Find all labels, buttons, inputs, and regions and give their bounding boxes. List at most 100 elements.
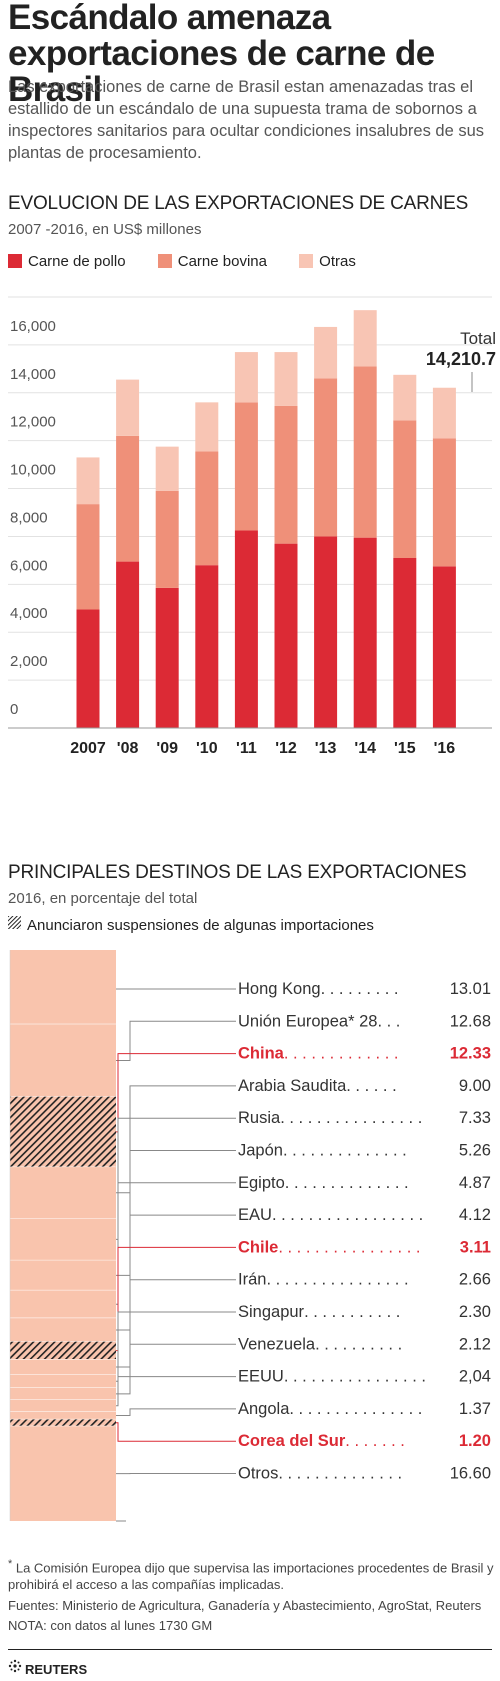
destination-name: Chile — [238, 1238, 278, 1256]
bar-bovina — [314, 378, 338, 537]
bar-otras — [393, 374, 417, 421]
destination-segment — [10, 1024, 116, 1097]
destination-name: Corea del Sur — [238, 1432, 346, 1450]
bar-pollo — [432, 566, 456, 728]
destination-name: Irán — [238, 1271, 266, 1289]
destination-dots: . . . . . . . . . . . . . . . . — [284, 1368, 426, 1386]
bar-otras — [234, 352, 258, 403]
destination-value: 1.20 — [459, 1432, 491, 1450]
exports-legend: Carne de pollo Carne bovina Otras — [8, 252, 384, 270]
destination-name: EEUU — [238, 1368, 284, 1386]
y-tick-label: 0 — [10, 701, 18, 718]
destination-name: EAU — [238, 1206, 272, 1224]
destination-value: 7.33 — [459, 1109, 491, 1127]
x-tick-label: '15 — [394, 740, 416, 757]
bar-bovina — [432, 438, 456, 567]
destination-segment — [10, 1218, 116, 1261]
bar-bovina — [234, 402, 258, 531]
destination-segment — [10, 1359, 116, 1375]
destination-value: 12.33 — [450, 1045, 491, 1063]
destinations-chart: Hong Kong . . . . . . . . . 13.01 Unión Eu… — [9, 950, 491, 1522]
destination-segment — [10, 1260, 116, 1291]
footnote-text: La Comisión Europea dijo que supervisa l… — [8, 1560, 494, 1593]
bar-otras — [274, 352, 298, 406]
x-tick-label: '16 — [434, 740, 456, 757]
destination-dots: . . . . . . . . . — [321, 980, 399, 998]
bar-bovina — [195, 451, 219, 566]
leader-line — [116, 1150, 236, 1276]
bar-otras — [314, 326, 338, 379]
destination-segment — [10, 1399, 116, 1412]
y-tick-label: 6,000 — [10, 557, 48, 574]
legend-swatch-bovina — [157, 254, 172, 269]
bar-bovina — [393, 420, 417, 558]
bar-pollo — [195, 565, 219, 728]
destination-value: 3.11 — [460, 1238, 491, 1256]
x-tick-label: '08 — [117, 740, 139, 757]
destination-name: Rusia — [238, 1109, 281, 1127]
destination-segment — [10, 1341, 116, 1360]
section2-subtitle: 2016, en porcentaje del total — [8, 890, 198, 907]
destination-value: 13.01 — [450, 980, 491, 998]
y-tick-label: 12,000 — [10, 414, 56, 431]
intro-text: Las exportaciones de carne de Brasil est… — [8, 78, 485, 162]
y-tick-label: 10,000 — [10, 462, 56, 479]
bar-bovina — [274, 405, 298, 544]
bar-otras — [76, 457, 100, 505]
legend-swatch-pollo — [8, 254, 22, 269]
section1-title: EVOLUCION DE LAS EXPORTACIONES DE CARNES — [8, 193, 469, 214]
bar-bovina — [116, 435, 140, 562]
bar-pollo — [314, 536, 338, 728]
suspension-legend: Anunciaron suspensiones de algunas impor… — [8, 916, 374, 934]
bar-pollo — [234, 530, 258, 728]
destination-dots: . . . . . . . . . . . . . . — [278, 1465, 402, 1483]
destination-dots: . . . . . . . . . . . . . . . . — [266, 1271, 408, 1289]
bar-bovina — [76, 504, 100, 610]
leader-line — [116, 1182, 236, 1305]
destination-name: Singapur — [238, 1303, 305, 1321]
reuters-brand: REUTERS — [25, 1662, 88, 1678]
leader-line — [116, 1422, 236, 1442]
x-tick-label: '09 — [156, 740, 178, 757]
destination-value: 4.87 — [459, 1174, 491, 1192]
destination-dots: . . . . . . . . . . . . . . . . . — [272, 1206, 423, 1224]
footnote: * La Comisión Europea dijo que supervisa… — [8, 1556, 496, 1593]
destination-name: Arabia Saudita — [238, 1077, 347, 1095]
destination-value: 16.60 — [450, 1465, 491, 1483]
y-tick-label: 16,000 — [10, 318, 56, 335]
destination-name: Angola — [238, 1400, 290, 1418]
x-tick-label: '11 — [236, 740, 257, 757]
legend-swatch-otras — [299, 254, 314, 269]
destination-value: 12.68 — [450, 1012, 491, 1030]
destination-segment — [10, 1318, 116, 1342]
destination-dots: . . . . . . . . . . . . . . . . — [278, 1238, 420, 1256]
destination-dots: . . . . . . . . . . — [315, 1335, 402, 1353]
reuters-logo: REUTERS — [8, 1659, 87, 1677]
destination-name: Japón — [238, 1142, 283, 1160]
destination-name: Otros — [238, 1465, 278, 1483]
destination-segment — [10, 1290, 116, 1319]
section1-subtitle: 2007 -2016, en US$ millones — [8, 221, 202, 238]
destination-segment — [10, 1426, 116, 1521]
destination-segment — [10, 1387, 116, 1400]
y-tick-label: 4,000 — [10, 605, 48, 622]
leader-line — [116, 1053, 236, 1133]
destination-segment — [10, 1167, 116, 1219]
destination-segment — [10, 1374, 116, 1388]
bar-otras — [353, 310, 377, 367]
leader-line — [116, 1343, 236, 1395]
leader-line — [116, 1214, 236, 1331]
leader-line — [116, 1117, 236, 1240]
leader-line — [116, 1020, 236, 1061]
destination-segment — [10, 1419, 116, 1427]
legend-label-otras: Otras — [319, 252, 356, 270]
bar-otras — [155, 446, 179, 491]
destination-name: Venezuela — [238, 1335, 316, 1353]
destination-dots: . . . . . . . . . . . — [304, 1303, 400, 1321]
section2-title: PRINCIPALES DESTINOS DE LAS EXPORTACIONE… — [8, 862, 467, 883]
destination-dots: . . . . . . . . . . . . . . . . — [280, 1109, 422, 1127]
y-tick-label: 2,000 — [10, 653, 48, 670]
page-title: Escándalo amenaza exportaciones de carne… — [8, 0, 435, 109]
destination-dots: . . . . . . . . . . . . . . . — [289, 1400, 422, 1418]
